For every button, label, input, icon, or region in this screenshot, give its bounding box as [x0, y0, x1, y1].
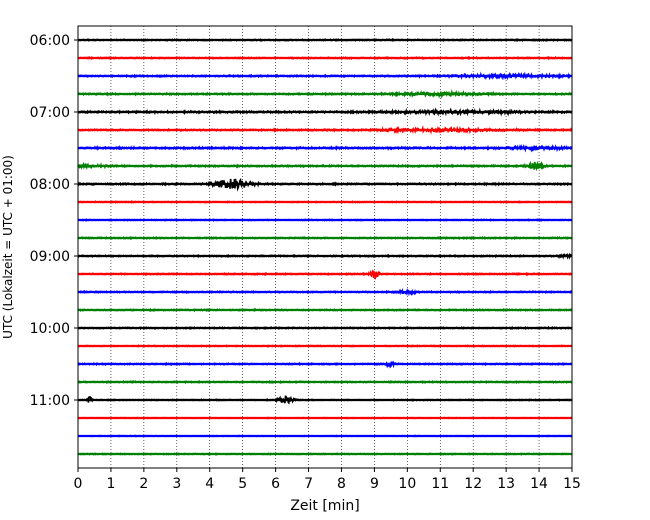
x-tick-label-4: 4 — [205, 476, 214, 492]
x-tick-label-5: 5 — [238, 476, 247, 492]
x-tick-label-10: 10 — [398, 476, 416, 492]
x-tick-label-6: 6 — [271, 476, 280, 492]
y-axis-ticks: 06:00 07:00 08:00 09:00 10:00 11:00 — [30, 33, 78, 409]
x-tick-label-3: 3 — [172, 476, 181, 492]
x-tick-label-12: 12 — [464, 476, 482, 492]
trace-group — [77, 37, 573, 456]
y-tick-label-3: 09:00 — [30, 249, 70, 265]
x-tick-label-11: 11 — [431, 476, 449, 492]
y-tick-label-1: 07:00 — [30, 105, 70, 121]
x-tick-label-2: 2 — [139, 476, 148, 492]
x-tick-label-14: 14 — [530, 476, 548, 492]
plot-background — [78, 26, 572, 468]
y-axis-label: UTC (Lokalzeit = UTC + 01:00) — [1, 155, 15, 339]
x-tick-label-9: 9 — [370, 476, 379, 492]
x-tick-label-1: 1 — [106, 476, 115, 492]
x-tick-label-0: 0 — [74, 476, 83, 492]
plot-frame — [77, 25, 573, 469]
x-axis-ticks: 0 1 2 3 4 5 6 7 8 9 10 11 12 13 14 15 — [74, 468, 581, 492]
x-tick-label-7: 7 — [304, 476, 313, 492]
x-tick-label-13: 13 — [497, 476, 515, 492]
y-tick-label-5: 11:00 — [30, 393, 70, 409]
y-tick-label-0: 06:00 — [30, 33, 70, 49]
x-tick-label-8: 8 — [337, 476, 346, 492]
x-tick-label-15: 15 — [563, 476, 581, 492]
y-tick-label-2: 08:00 — [30, 177, 70, 193]
x-axis-label: Zeit [min] — [290, 498, 359, 514]
y-tick-label-4: 10:00 — [30, 321, 70, 337]
